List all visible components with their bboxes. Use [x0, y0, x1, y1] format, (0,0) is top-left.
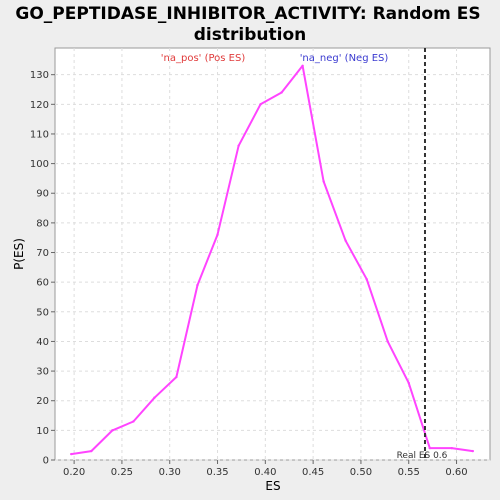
data-point — [344, 239, 347, 242]
x-tick-label: 0.50 — [350, 467, 372, 478]
x-tick-label: 0.20 — [63, 467, 85, 478]
data-point — [386, 340, 389, 343]
series-layer — [70, 64, 474, 456]
y-tick-label: 10 — [36, 426, 49, 437]
x-tick-label: 0.40 — [254, 467, 276, 478]
data-point — [153, 396, 156, 399]
y-tick-label: 110 — [30, 129, 49, 140]
x-tick-label: 0.25 — [111, 467, 133, 478]
neg-es-label: 'na_neg' (Neg ES) — [300, 53, 389, 64]
x-tick-label: 0.55 — [398, 467, 420, 478]
data-point — [450, 446, 453, 450]
y-tick-label: 30 — [36, 367, 49, 378]
y-axis-label: P(ES) — [12, 238, 26, 270]
y-tick-label: 0 — [43, 456, 49, 467]
x-tick-label: 0.35 — [206, 467, 228, 478]
data-point — [471, 449, 474, 453]
data-point — [132, 420, 135, 423]
y-tick-label: 60 — [36, 278, 49, 289]
es-distribution-line — [71, 64, 473, 456]
y-tick-label: 90 — [36, 189, 49, 200]
data-point — [407, 381, 410, 385]
y-tick-label: 40 — [36, 337, 49, 348]
x-tick-label: 0.45 — [302, 467, 324, 478]
data-point — [90, 449, 93, 453]
data-point — [322, 180, 325, 183]
data-point — [259, 103, 262, 106]
y-tick-label: 120 — [30, 100, 49, 111]
y-tick-label: 20 — [36, 396, 49, 407]
pos-es-label: 'na_pos' (Pos ES) — [161, 53, 246, 64]
y-tick-label: 100 — [30, 159, 49, 170]
x-tick-label: 0.30 — [159, 467, 181, 478]
data-point — [237, 144, 240, 148]
y-tick-label: 70 — [36, 248, 49, 259]
y-tick-label: 50 — [36, 307, 49, 318]
tick-labels: 0 10 20 30 40 50 60 70 80 90 100 110 120 130 0.20 0.25 0… — [30, 70, 468, 478]
real-es-marker-group: Real ES 0.6 — [397, 48, 448, 461]
data-point — [111, 429, 114, 432]
data-point — [280, 91, 283, 94]
data-point — [301, 64, 304, 67]
data-point — [365, 277, 368, 281]
chart-title-line2: distribution — [194, 25, 306, 45]
y-tick-label: 80 — [36, 218, 49, 229]
data-point — [175, 375, 178, 379]
axes — [51, 74, 458, 464]
chart-title-line1: GO_PEPTIDASE_INHIBITOR_ACTIVITY: Random … — [15, 4, 480, 24]
grid-layer — [55, 48, 490, 461]
data-point — [70, 452, 73, 456]
data-point — [428, 446, 431, 450]
x-tick-label: 0.60 — [445, 467, 467, 478]
data-point — [196, 283, 199, 287]
plot-area — [54, 47, 491, 461]
y-tick-label: 130 — [30, 70, 49, 81]
data-point — [216, 233, 219, 236]
real-es-label: Real ES 0.6 — [397, 451, 448, 461]
x-axis-label: ES — [265, 479, 280, 493]
